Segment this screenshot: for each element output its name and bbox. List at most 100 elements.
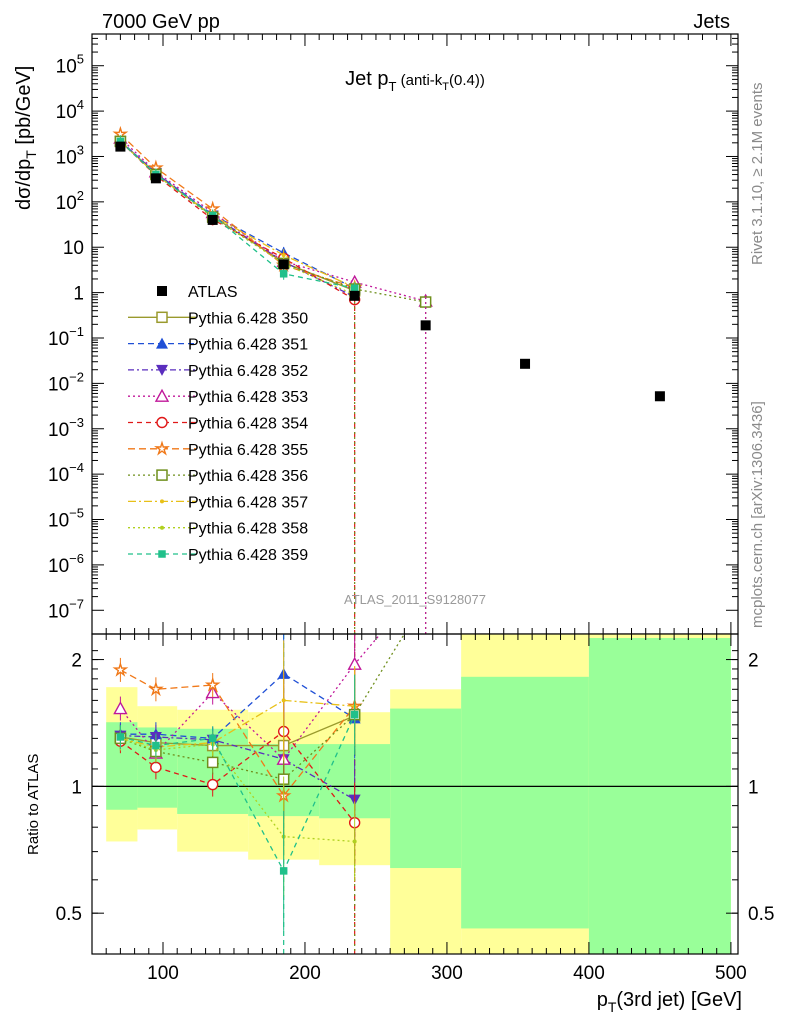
y-tick-label: 104 xyxy=(56,97,84,123)
ratio-panel: 0.5 0.5 1 1 2 2 100 200 300 400 500 Ratio to ATLA… xyxy=(25,633,774,1015)
legend-entry: Pythia 6.428 359 xyxy=(128,547,308,564)
y-tick-label: 102 xyxy=(56,188,84,214)
atlas-point xyxy=(115,141,126,152)
legend-entry: Pythia 6.428 352 xyxy=(128,363,308,380)
legend-marker xyxy=(160,499,164,504)
y-tick-label: 1 xyxy=(73,284,84,305)
ratio-point xyxy=(350,710,359,719)
series-351 xyxy=(114,134,361,295)
ratio-point xyxy=(204,676,221,692)
legend-label: Pythia 6.428 359 xyxy=(188,547,308,564)
y-tick-label: 10−1 xyxy=(48,324,84,350)
series-356 xyxy=(114,135,432,309)
x-tick-label: 100 xyxy=(147,963,179,984)
ratio-point xyxy=(206,778,219,791)
series-line xyxy=(119,140,426,303)
atlas-point xyxy=(207,214,218,225)
side-label-top: Rivet 3.1.10, ≥ 2.1M events xyxy=(749,83,766,266)
ratio-point xyxy=(279,867,288,875)
y-tick-label: 10−5 xyxy=(48,506,84,532)
legend: ATLAS Pythia 6.428 350 Pythia 6.428 351 Pyt… xyxy=(128,284,308,564)
legend-entry: ATLAS xyxy=(157,284,238,301)
y-tick-label: 10−6 xyxy=(48,551,84,577)
atlas-point xyxy=(520,358,531,369)
ratio-line xyxy=(120,734,355,801)
legend-label: Pythia 6.428 350 xyxy=(188,310,308,327)
legend-label: Pythia 6.428 355 xyxy=(188,442,308,459)
uncertainty-band-inner xyxy=(461,676,589,929)
ratio-line xyxy=(120,699,355,748)
ratio-series-359 xyxy=(116,674,359,931)
legend-entry: Pythia 6.428 350 xyxy=(128,310,308,327)
atlas-point xyxy=(278,259,289,270)
series-line xyxy=(119,133,355,289)
ratio-point xyxy=(152,741,160,750)
ratio-y-tick-label-right: 0.5 xyxy=(748,904,774,925)
ratio-y-tick-label-right: 1 xyxy=(748,777,759,798)
legend-entry: Pythia 6.428 358 xyxy=(128,521,308,538)
series-point xyxy=(281,253,286,258)
ratio-point xyxy=(208,734,217,743)
ratio-point xyxy=(112,661,129,677)
x-tick-label: 300 xyxy=(431,963,463,984)
watermark: ATLAS_2011_S9128077 xyxy=(344,592,486,607)
main-y-ticks: 10−7 10−6 10−5 10−4 10−3 10−2 10−1 1 10 102 103 104… xyxy=(48,33,738,622)
ratio-y-tick-label: 2 xyxy=(71,651,82,672)
legend-label: ATLAS xyxy=(188,284,238,301)
atlas-point xyxy=(654,391,665,402)
legend-entry: Pythia 6.428 356 xyxy=(128,468,308,485)
legend-entry: Pythia 6.428 353 xyxy=(128,388,308,406)
x-tick-label: 200 xyxy=(289,963,321,984)
y-axis-label: dσ/dpT [pb/GeV] xyxy=(13,66,39,210)
legend-marker xyxy=(156,311,168,324)
y-tick-label: 10 xyxy=(63,238,84,259)
x-tick-label: 500 xyxy=(715,963,747,984)
ratio-point xyxy=(206,756,219,769)
ratio-point xyxy=(281,698,286,703)
y-tick-label: 10−4 xyxy=(48,460,84,486)
legend-label: Pythia 6.428 352 xyxy=(188,363,308,380)
legend-marker xyxy=(156,364,168,376)
series-line xyxy=(119,137,426,302)
uncertainty-band-inner xyxy=(390,708,462,869)
legend-label: Pythia 6.428 353 xyxy=(188,389,308,406)
ratio-y-tick-label: 1 xyxy=(71,777,82,798)
legend-label: Pythia 6.428 354 xyxy=(188,416,308,433)
legend-marker xyxy=(158,550,166,558)
ratio-y-tick-label: 0.5 xyxy=(56,904,82,925)
legend-marker xyxy=(160,525,164,530)
series-358 xyxy=(118,135,357,301)
ratio-line xyxy=(120,669,356,797)
y-tick-label: 10−7 xyxy=(48,596,84,622)
atlas-point xyxy=(420,320,431,331)
series-357 xyxy=(118,135,357,294)
legend-label: Pythia 6.428 357 xyxy=(188,494,308,511)
series-point xyxy=(279,270,288,278)
series-355 xyxy=(112,125,363,295)
legend-label: Pythia 6.428 358 xyxy=(188,521,308,538)
legend-entry: Pythia 6.428 357 xyxy=(128,494,308,511)
legend-entry: Pythia 6.428 355 xyxy=(128,440,308,459)
ratio-point xyxy=(150,761,162,773)
header-left: 7000 GeV pp xyxy=(102,11,220,33)
y-tick-label: 103 xyxy=(56,142,84,168)
main-frame xyxy=(91,33,739,635)
ratio-x-ticks: 100 200 300 400 500 xyxy=(105,634,747,984)
ratio-point xyxy=(352,839,357,844)
y-tick-label: 10−3 xyxy=(48,415,84,441)
legend-marker xyxy=(157,286,167,296)
y-tick-label: 105 xyxy=(56,52,84,78)
main-panel: 10−7 10−6 10−5 10−4 10−3 10−2 10−1 1 10 102 103 104… xyxy=(13,33,739,635)
header-right: Jets xyxy=(693,11,730,33)
series-line xyxy=(119,140,355,296)
legend-label: Pythia 6.428 356 xyxy=(188,468,308,485)
series-point xyxy=(116,137,125,146)
legend-marker xyxy=(154,388,170,402)
ratio-y-ticks: 0.5 0.5 1 1 2 2 xyxy=(56,650,774,925)
series-359 xyxy=(116,135,359,295)
ratio-line xyxy=(120,634,406,780)
ratio-y-axis-label: Ratio to ATLAS xyxy=(25,754,42,855)
legend-marker xyxy=(156,469,168,481)
ratio-point xyxy=(147,680,164,697)
legend-entry: Pythia 6.428 351 xyxy=(128,337,308,354)
